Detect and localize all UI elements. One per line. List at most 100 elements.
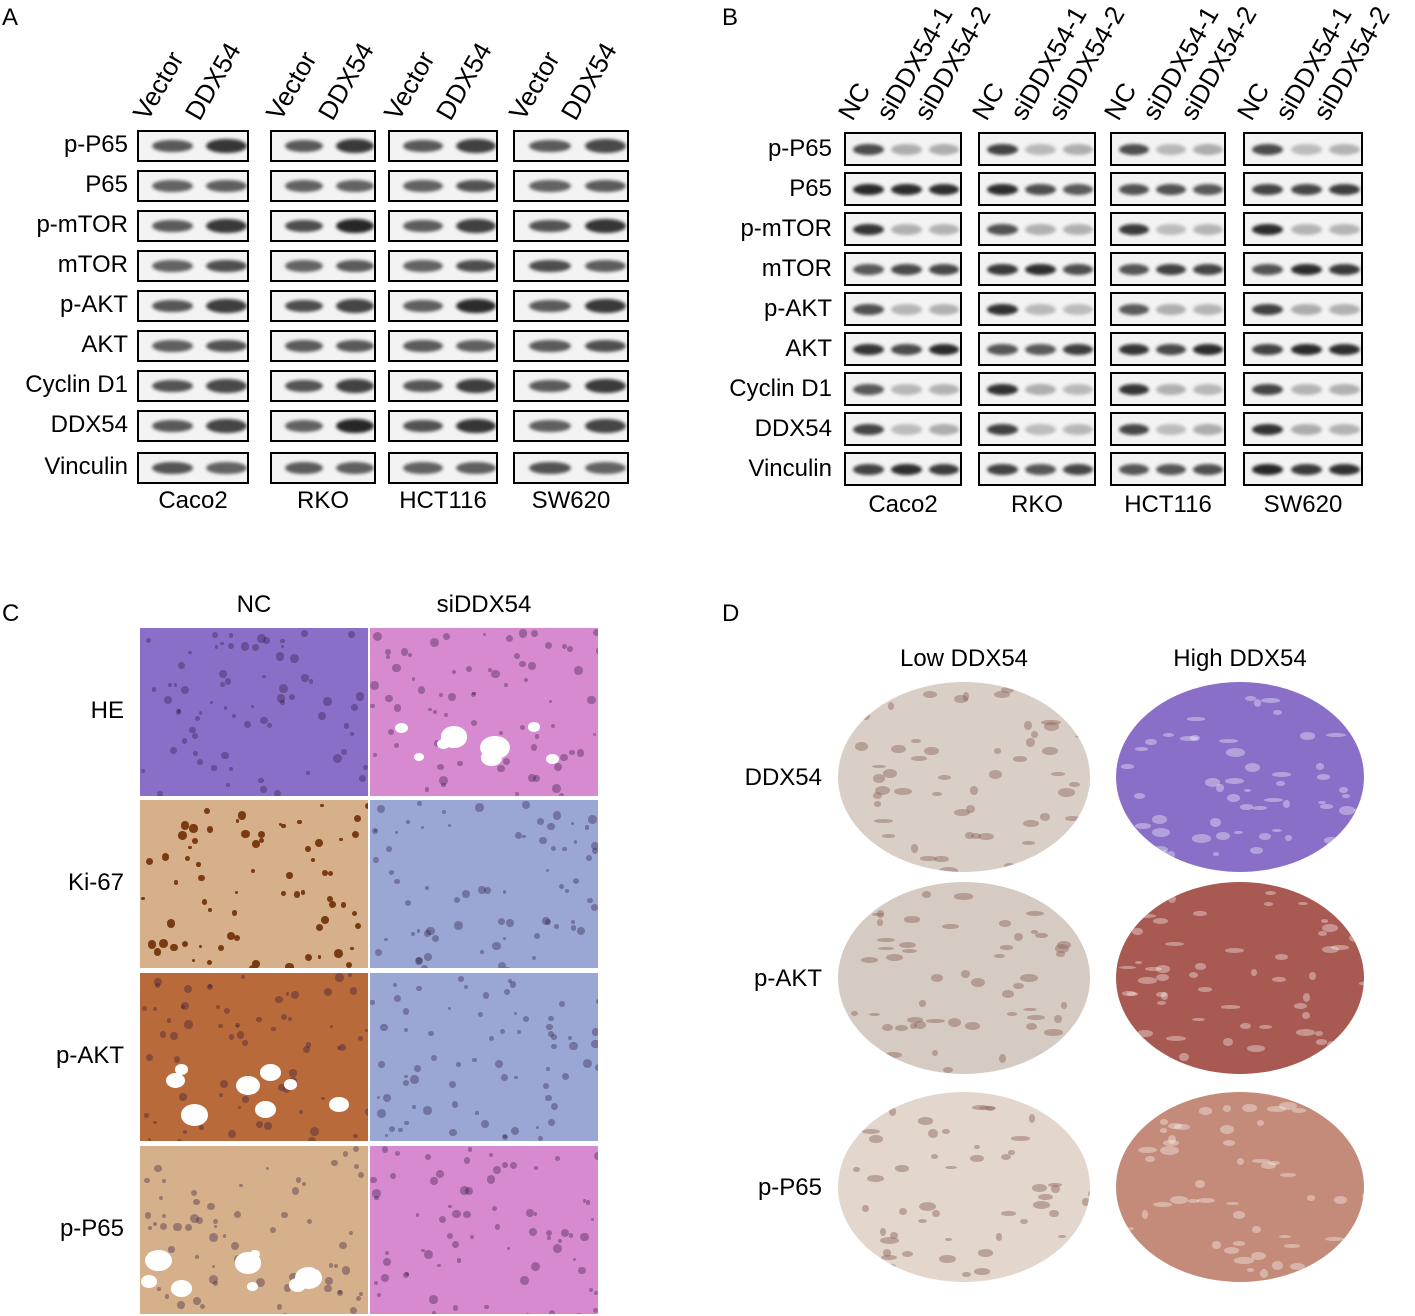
- band: [1024, 263, 1056, 275]
- vacuole: [329, 1096, 349, 1112]
- tissue-fragment: [1075, 867, 1090, 872]
- tissue-fragment: [945, 1237, 952, 1242]
- protein-label-p-mtor: p-mTOR: [740, 215, 832, 242]
- cell-speckle: [327, 870, 334, 877]
- tissue-fragment: [1362, 1192, 1364, 1200]
- tissue-fragment: [860, 712, 870, 721]
- band: [1118, 303, 1150, 315]
- blot-strip: [1110, 372, 1226, 406]
- blot-strip: [388, 290, 498, 322]
- tissue-fragment: [1346, 1268, 1356, 1277]
- cell-speckle: [170, 943, 178, 952]
- tissue-fragment: [1137, 692, 1155, 701]
- protein-label-p-mtor: p-mTOR: [36, 211, 128, 238]
- tissue-fragment: [1317, 930, 1327, 936]
- tissue-fragment: [901, 948, 918, 953]
- cell-speckle: [240, 642, 249, 651]
- tissue-fragment: [930, 1153, 938, 1160]
- cell-speckle: [435, 1170, 444, 1178]
- stain-label-he: HE: [90, 697, 124, 724]
- blot-strip: [1243, 212, 1363, 246]
- cell-speckle: [266, 1166, 270, 1170]
- tissue-fragment: [861, 1129, 880, 1135]
- cell-speckle: [497, 961, 506, 968]
- cell-speckle: [531, 955, 537, 960]
- cell-speckle: [206, 983, 213, 990]
- cell-speckle: [350, 946, 354, 951]
- cell-speckle: [411, 1105, 416, 1110]
- cell-speckle: [153, 948, 161, 956]
- cell-speckle: [429, 1295, 438, 1304]
- tissue-fragment: [1346, 1250, 1363, 1256]
- cell-speckle: [593, 1290, 598, 1295]
- cell-speckle: [400, 648, 409, 656]
- cell-speckle: [380, 1273, 389, 1282]
- tissue-fragment: [1035, 932, 1048, 939]
- tissue-fragment: [1024, 720, 1032, 730]
- cell-speckle: [336, 1289, 343, 1296]
- band: [1290, 263, 1322, 275]
- tissue-fragment: [1187, 717, 1205, 721]
- cell-line-label: SW620: [531, 487, 611, 514]
- tissue-fragment: [920, 856, 938, 861]
- band: [335, 139, 374, 153]
- cell-speckle: [285, 992, 289, 996]
- cell-speckle: [495, 1059, 504, 1069]
- blot-strip: [844, 332, 962, 366]
- cell-speckle: [591, 1218, 595, 1222]
- band: [456, 419, 496, 433]
- tissue-fragment: [862, 1204, 870, 1213]
- cell-speckle: [535, 1125, 540, 1130]
- cell-speckle: [447, 1233, 454, 1240]
- band: [1024, 303, 1056, 315]
- tissue-fragment: [1244, 696, 1256, 702]
- cell-speckle: [525, 1313, 530, 1314]
- cell-speckle: [181, 941, 189, 948]
- cell-speckle: [349, 732, 354, 736]
- tissue-fragment: [1159, 1101, 1171, 1109]
- band: [1193, 463, 1224, 475]
- tissue-fragment: [1047, 1276, 1066, 1282]
- cell-speckle: [251, 868, 256, 873]
- band: [1118, 423, 1150, 435]
- cell-speckle: [392, 982, 398, 988]
- protein-label-cyclin-d1: Cyclin D1: [25, 371, 128, 398]
- tissue-fragment: [1274, 953, 1288, 960]
- cell-speckle: [209, 1274, 219, 1284]
- cell-speckle: [220, 681, 226, 687]
- cell-speckle: [554, 924, 559, 929]
- cell-speckle: [260, 786, 267, 793]
- cell-speckle: [334, 1263, 339, 1268]
- cell-speckle: [145, 857, 154, 866]
- band: [206, 339, 247, 353]
- cell-speckle: [546, 869, 550, 873]
- cell-speckle: [228, 766, 233, 771]
- tissue-fragment: [876, 892, 887, 896]
- cell-speckle: [480, 950, 485, 954]
- cell-speckle: [266, 723, 272, 729]
- cell-speckle: [523, 1016, 530, 1023]
- cell-speckle: [442, 632, 451, 641]
- cell-speckle: [519, 629, 528, 638]
- tissue-fragment: [1261, 698, 1280, 704]
- cell-speckle: [155, 982, 160, 988]
- tissue-fragment: [876, 910, 885, 918]
- tissue-fragment: [850, 1011, 858, 1017]
- band: [1118, 223, 1150, 235]
- cell-speckle: [199, 1303, 205, 1310]
- blot-strip: [270, 250, 376, 282]
- protein-label-mtor: mTOR: [761, 255, 832, 282]
- cell-speckle: [542, 916, 550, 925]
- cell-speckle: [591, 1039, 598, 1049]
- band: [1156, 263, 1187, 275]
- cell-speckle: [167, 682, 173, 688]
- cell-speckle: [588, 815, 597, 824]
- band: [335, 461, 374, 475]
- cell-speckle: [573, 666, 583, 676]
- cell-speckle: [208, 984, 213, 988]
- tma-core: [1116, 882, 1364, 1074]
- band: [1118, 343, 1150, 355]
- band: [528, 419, 571, 433]
- band: [1193, 143, 1224, 155]
